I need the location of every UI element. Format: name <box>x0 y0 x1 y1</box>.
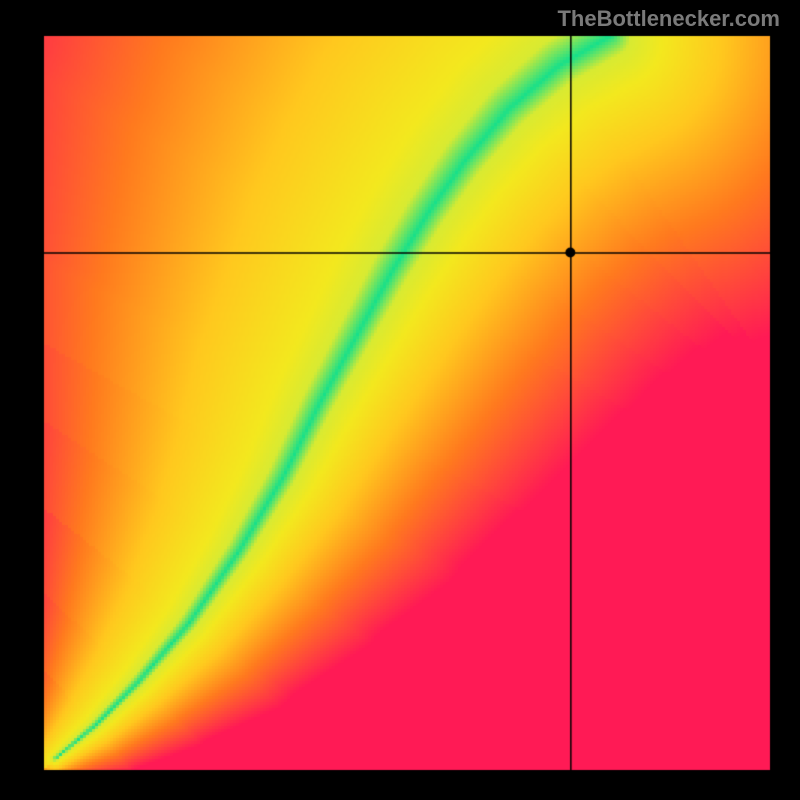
bottleneck-heatmap <box>0 0 800 800</box>
watermark-label: TheBottlenecker.com <box>557 6 780 32</box>
